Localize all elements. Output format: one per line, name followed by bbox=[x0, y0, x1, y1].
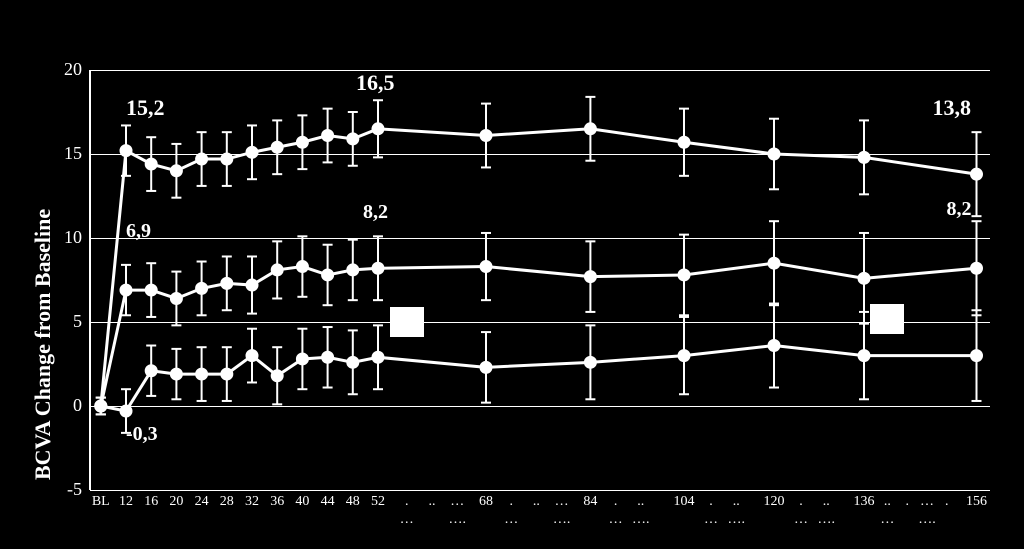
y-tick-label: 0 bbox=[42, 395, 82, 416]
gridline bbox=[90, 322, 990, 323]
x-tick-label: 104 bbox=[669, 494, 699, 510]
x-sub-label: …. bbox=[442, 512, 472, 528]
plot-svg bbox=[90, 70, 990, 490]
plot-area bbox=[90, 70, 990, 490]
y-tick-label: -5 bbox=[42, 479, 82, 500]
legend-marker-box bbox=[870, 304, 904, 334]
y-tick-label: 5 bbox=[42, 311, 82, 332]
value-label: 8,2 bbox=[363, 201, 388, 224]
x-tick-label: . bbox=[932, 494, 962, 510]
y-tick-label: 10 bbox=[42, 227, 82, 248]
x-tick-label: … bbox=[442, 494, 472, 510]
x-tick-label: .. bbox=[721, 494, 751, 510]
x-tick-label: 156 bbox=[962, 494, 992, 510]
value-label: 6,9 bbox=[126, 220, 151, 243]
gridline bbox=[90, 154, 990, 155]
x-tick-label: .. bbox=[811, 494, 841, 510]
value-label: 16,5 bbox=[356, 70, 395, 96]
value-label: 8,2 bbox=[947, 198, 972, 221]
bcva-line-chart: BCVA Change from Baseline -505101520BL12… bbox=[0, 0, 1024, 549]
x-sub-label: … bbox=[392, 512, 422, 528]
y-tick-label: 15 bbox=[42, 143, 82, 164]
x-sub-label: …. bbox=[626, 512, 656, 528]
x-sub-label: …. bbox=[547, 512, 577, 528]
x-sub-label: …. bbox=[721, 512, 751, 528]
gridline bbox=[90, 406, 990, 407]
x-sub-label: …. bbox=[811, 512, 841, 528]
y-axis-title: BCVA Change from Baseline bbox=[30, 209, 56, 480]
x-sub-label: …. bbox=[912, 512, 942, 528]
x-tick-label: … bbox=[547, 494, 577, 510]
x-tick-label: 120 bbox=[759, 494, 789, 510]
value-label: -0,3 bbox=[126, 423, 158, 446]
x-sub-label: … bbox=[872, 512, 902, 528]
value-label: 13,8 bbox=[933, 95, 972, 121]
x-sub-label: … bbox=[496, 512, 526, 528]
gridline bbox=[90, 238, 990, 239]
gridline bbox=[90, 490, 990, 491]
x-tick-label: 52 bbox=[363, 494, 393, 510]
y-tick-label: 20 bbox=[42, 59, 82, 80]
value-label: 15,2 bbox=[126, 95, 165, 121]
gridline bbox=[90, 70, 990, 71]
legend-marker-box bbox=[390, 307, 424, 337]
x-tick-label: .. bbox=[626, 494, 656, 510]
